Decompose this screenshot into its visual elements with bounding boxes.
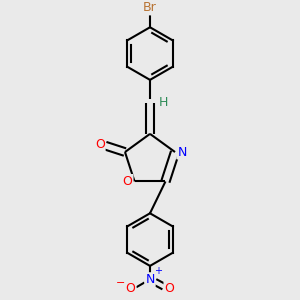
Text: O: O — [164, 282, 174, 295]
Text: N: N — [177, 146, 187, 158]
Text: O: O — [123, 175, 133, 188]
Text: O: O — [95, 138, 105, 152]
Text: −: − — [116, 278, 126, 288]
Text: N: N — [145, 273, 155, 286]
Text: +: + — [154, 266, 162, 276]
Text: Br: Br — [143, 2, 157, 14]
Text: O: O — [126, 282, 136, 295]
Text: H: H — [159, 95, 169, 109]
